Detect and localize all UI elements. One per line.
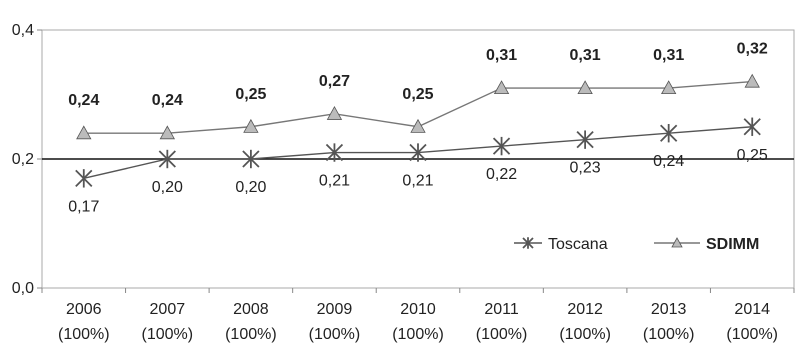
toscana-data-label: 0,17 (68, 198, 99, 215)
x-tick-label: 2014 (734, 301, 770, 318)
sdimm-point (744, 73, 760, 88)
toscana-data-label: 0,21 (402, 173, 433, 190)
toscana-data-label: 0,25 (737, 147, 768, 164)
x-tick-label: 2011 (484, 301, 519, 318)
sdimm-data-label: 0,32 (737, 41, 768, 58)
legend-toscana-marker (522, 237, 534, 249)
sdimm-data-label: 0,25 (402, 86, 433, 103)
sdimm-point (243, 118, 259, 133)
toscana-point (743, 117, 761, 136)
legend-sdimm-marker (671, 237, 683, 248)
toscana-data-label: 0,20 (152, 179, 183, 196)
sdimm-data-label: 0,24 (68, 92, 99, 109)
sdimm-data-label: 0,25 (235, 86, 266, 103)
toscana-data-label: 0,23 (570, 160, 601, 177)
toscana-data-label: 0,20 (235, 179, 266, 196)
x-tick-sublabel: (100%) (142, 326, 194, 343)
sdimm-data-label: 0,24 (152, 92, 183, 109)
x-tick-sublabel: (100%) (643, 326, 695, 343)
x-tick-label: 2012 (567, 301, 603, 318)
x-tick-sublabel: (100%) (559, 326, 611, 343)
x-tick-label: 2008 (233, 301, 269, 318)
sdimm-data-label: 0,27 (319, 73, 350, 90)
toscana-point (75, 169, 93, 188)
x-tick-label: 2006 (66, 301, 102, 318)
sdimm-point (410, 118, 426, 133)
sdimm-point (159, 125, 176, 140)
x-tick-sublabel: (100%) (392, 326, 444, 343)
chart-legend: Toscana SDIMM (514, 236, 759, 253)
series-markers (75, 73, 761, 188)
toscana-point (492, 136, 511, 156)
chart-axes: 0,0 0,2 0,4 2006 (100%) 2007 (100%) 2008 (100%) 2… (12, 22, 795, 343)
legend-toscana-label: Toscana (548, 236, 608, 253)
x-tick-sublabel: (100%) (476, 326, 528, 343)
x-tick-label: 2010 (400, 301, 436, 318)
legend-sdimm-label: SDIMM (706, 236, 759, 253)
sdimm-data-label: 0,31 (653, 47, 684, 64)
toscana-data-label: 0,22 (486, 166, 517, 183)
toscana-point (158, 149, 176, 169)
toscana-point (325, 143, 344, 162)
x-tick-label: 2007 (150, 301, 186, 318)
sdimm-point (326, 106, 343, 120)
sdimm-point (76, 125, 92, 140)
sdimm-point (493, 80, 510, 95)
toscana-point (242, 149, 260, 169)
toscana-data-label: 0,21 (319, 173, 350, 190)
y-tick-label: 0,0 (12, 280, 34, 297)
sdimm-data-label: 0,31 (486, 47, 517, 64)
data-labels: 0,17 0,20 0,20 0,21 0,21 0,22 0,23 0,24 0,25 0,24… (68, 41, 768, 216)
y-tick-label: 0,4 (12, 22, 34, 39)
x-tick-label: 2013 (651, 301, 687, 318)
sdimm-point (660, 80, 677, 95)
sdimm-data-label: 0,31 (570, 47, 601, 64)
toscana-point (660, 124, 678, 143)
x-tick-sublabel: (100%) (58, 326, 110, 343)
toscana-point (409, 143, 427, 162)
toscana-data-label: 0,24 (653, 153, 684, 170)
sdimm-point (577, 80, 593, 95)
x-tick-sublabel: (100%) (225, 326, 277, 343)
toscana-point (576, 130, 594, 149)
x-tick-label: 2009 (317, 301, 353, 318)
y-tick-label: 0,2 (12, 151, 34, 168)
x-tick-sublabel: (100%) (726, 326, 778, 343)
x-tick-sublabel: (100%) (309, 326, 361, 343)
